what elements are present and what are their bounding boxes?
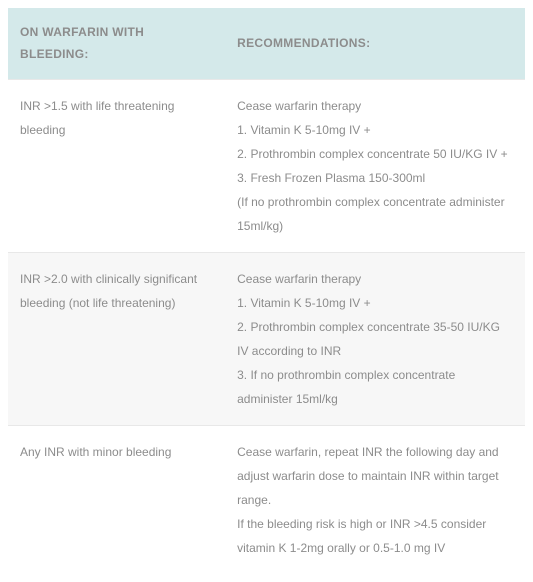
table-header-row: ON WARFARIN WITH BLEEDING: RECOMMENDATIO…	[8, 8, 525, 80]
cell-recommendation: Cease warfarin therapy1. Vitamin K 5-10m…	[225, 253, 525, 426]
cell-condition: Any INR with minor bleeding	[8, 426, 225, 575]
cell-condition: INR >1.5 with life threatening bleeding	[8, 80, 225, 253]
col-header-recommendation: RECOMMENDATIONS:	[225, 8, 525, 80]
table-row: Any INR with minor bleeding Cease warfar…	[8, 426, 525, 575]
cell-condition: INR >2.0 with clinically significant ble…	[8, 253, 225, 426]
cell-recommendation: Cease warfarin therapy1. Vitamin K 5-10m…	[225, 80, 525, 253]
warfarin-bleeding-table: ON WARFARIN WITH BLEEDING: RECOMMENDATIO…	[8, 8, 525, 574]
table-row: INR >1.5 with life threatening bleeding …	[8, 80, 525, 253]
cell-recommendation: Cease warfarin, repeat INR the following…	[225, 426, 525, 575]
table-row: INR >2.0 with clinically significant ble…	[8, 253, 525, 426]
col-header-condition: ON WARFARIN WITH BLEEDING:	[8, 8, 225, 80]
